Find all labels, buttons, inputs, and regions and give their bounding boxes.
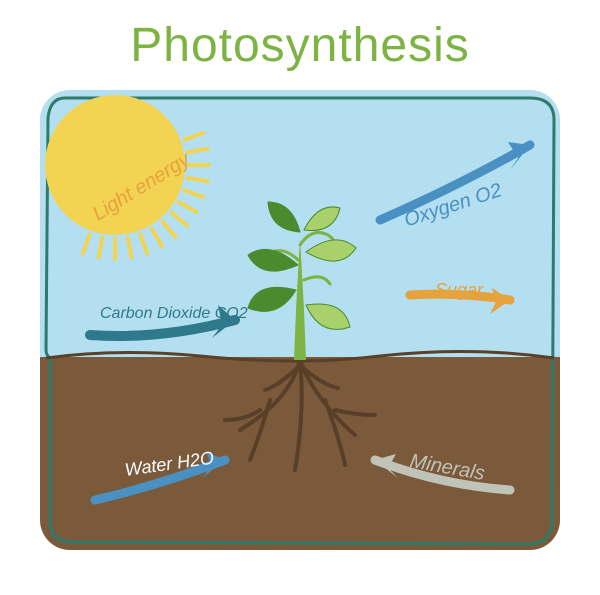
page-title: Photosynthesis xyxy=(0,0,600,73)
plant-icon xyxy=(225,202,375,470)
sugar-label: Sugar xyxy=(435,280,483,301)
sun-icon xyxy=(45,95,209,259)
diagram-frame: Light energy Carbon Dioxide CO2 Oxygen O… xyxy=(40,90,560,550)
carbon-dioxide-label: Carbon Dioxide CO2 xyxy=(100,305,248,323)
